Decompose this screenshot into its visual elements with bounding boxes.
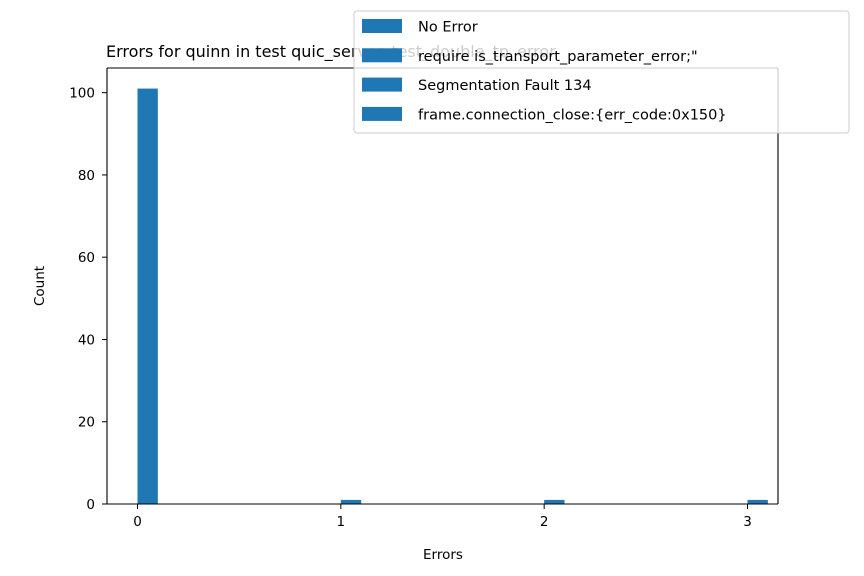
x-axis-ticks: 0 1 2 3	[133, 504, 752, 530]
y-tick-label: 20	[78, 415, 95, 431]
bar-3	[747, 499, 768, 504]
legend-label-2: Segmentation Fault 134	[418, 78, 592, 94]
legend-swatch-0	[362, 19, 402, 33]
legend-swatch-2	[362, 77, 402, 92]
legend-label-1: require is_transport_parameter_error;"	[418, 49, 698, 65]
y-axis-label: Count	[32, 266, 48, 306]
legend-label-3: frame.connection_close:{err_code:0x150}	[418, 107, 727, 123]
y-tick-label: 40	[78, 332, 95, 348]
legend-swatch-3	[362, 106, 402, 121]
legend-swatch-1	[362, 48, 402, 63]
bar-1	[340, 499, 362, 504]
y-tick-label: 0	[86, 497, 95, 513]
y-tick-label: 100	[69, 86, 95, 102]
bar-2	[544, 499, 565, 504]
legend-label-0: No Error	[418, 20, 478, 36]
legend-items: No Error require is_transport_parameter_e…	[362, 19, 727, 123]
x-axis-label: Errors	[423, 547, 463, 563]
y-axis-ticks: 0 20 40 60 80 100	[69, 86, 107, 513]
x-tick-label: 3	[743, 514, 752, 530]
y-tick-label: 80	[78, 168, 95, 184]
x-tick-label: 0	[133, 514, 142, 530]
y-tick-label: 60	[78, 250, 95, 266]
x-tick-label: 2	[540, 514, 549, 530]
legend: No Error require is_transport_parameter_e…	[353, 10, 850, 134]
bar-group	[137, 88, 768, 504]
x-tick-label: 1	[337, 514, 346, 530]
legend-box	[353, 10, 850, 134]
bar-0	[137, 88, 158, 504]
